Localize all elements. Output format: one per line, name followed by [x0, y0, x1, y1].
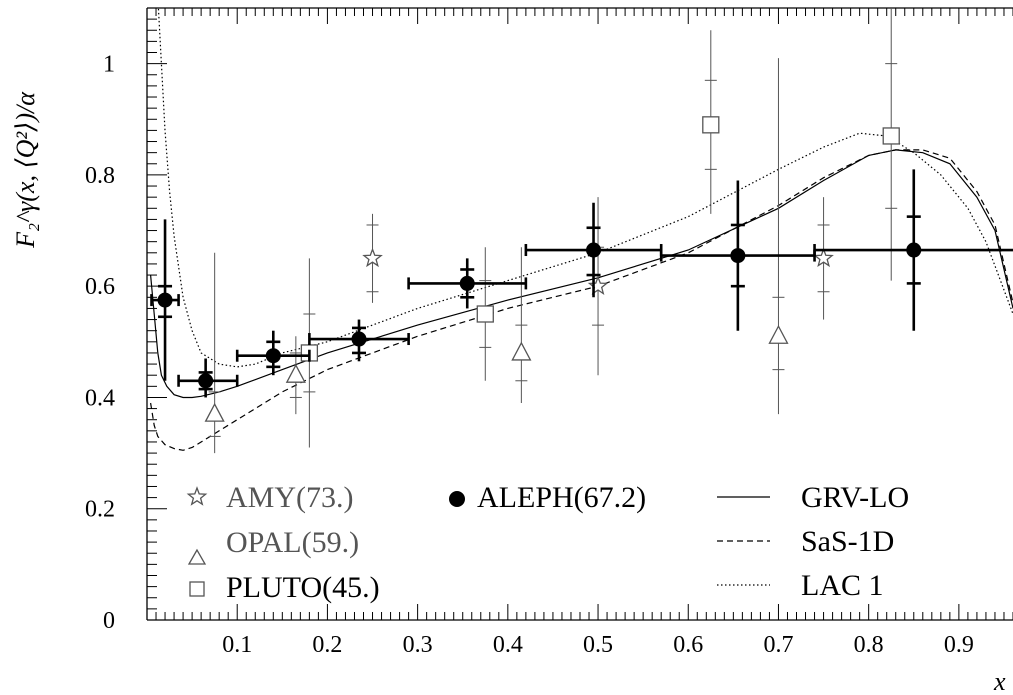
legend-label-aleph: ALEPH(67.2) [477, 481, 646, 514]
point-star [813, 197, 834, 320]
aleph-marker [459, 275, 475, 291]
opal-marker [768, 324, 789, 344]
y-axis-label: F₂^γ(x, ⟨Q²⟩)/α [11, 91, 40, 249]
amy-marker [362, 247, 383, 268]
point-square [882, 8, 900, 281]
legend-entry-amy: AMY(73.) [186, 481, 354, 514]
curve-sas-1d [150, 149, 1013, 451]
aleph-marker [906, 242, 922, 258]
point-circle [308, 319, 410, 362]
aleph-marker [157, 292, 173, 308]
aleph-marker [198, 373, 214, 389]
y-tick-label: 0.6 [85, 274, 115, 300]
point-circle [813, 169, 1013, 331]
legend-label-amy: AMY(73.) [226, 481, 354, 514]
curve-lac-1 [157, 8, 1013, 368]
opal-marker [204, 402, 225, 422]
opal-marker [285, 363, 306, 383]
point-circle [524, 202, 663, 298]
x-axis-label: x [993, 667, 1006, 695]
axis-ticks [146, 7, 1013, 621]
point-triangle [204, 252, 225, 454]
tick-labels: 0.1 0.2 0.3 0.4 0.5 0.6 0.7 0.8 0.9 0 0.2 0.4 0.6 0.8… [85, 52, 974, 658]
square-icon [189, 581, 205, 597]
legend-label-pluto: PLUTO(45.) [226, 571, 380, 604]
aleph-marker [730, 248, 746, 264]
point-star [587, 197, 609, 376]
y-tick-label: 1 [103, 52, 115, 78]
model-curves [150, 8, 1013, 451]
legend: AMY(73.) OPAL(59.) PLUTO(45.) ALEPH(67.2… [186, 481, 909, 604]
point-circle [407, 258, 528, 309]
point-square [702, 30, 720, 214]
aleph-marker [265, 348, 281, 364]
legend-entry-opal: OPAL(59.) [187, 526, 359, 565]
x-tick-label: 0.6 [673, 632, 703, 658]
aleph-marker [586, 242, 602, 258]
x-tick-label: 0.5 [583, 632, 613, 658]
x-tick-label: 0.1 [222, 632, 252, 658]
legend-entry-grv: GRV-LO [717, 481, 909, 514]
legend-label-lac: LAC 1 [801, 569, 884, 602]
legend-label-sas: SaS-1D [801, 525, 894, 558]
y-tick-label: 0.8 [85, 163, 115, 189]
y-tick-label: 0.4 [85, 385, 115, 411]
point-triangle [285, 336, 306, 415]
legend-label-grv: GRV-LO [801, 481, 909, 514]
star-icon [186, 486, 208, 506]
filled-circle-icon [449, 491, 465, 507]
legend-label-opal: OPAL(59.) [226, 526, 359, 559]
triangle-icon [187, 548, 207, 565]
x-tick-label: 0.8 [854, 632, 884, 658]
point-circle [659, 180, 816, 331]
legend-entry-aleph: ALEPH(67.2) [449, 481, 646, 514]
curve-grv-lo [150, 149, 1013, 399]
legend-entry-pluto: PLUTO(45.) [189, 571, 380, 604]
aleph-marker [351, 331, 367, 347]
amy-marker [813, 247, 834, 268]
x-tick-label: 0.2 [312, 632, 342, 658]
point-triangle [511, 247, 532, 404]
pluto-marker [476, 305, 494, 323]
point-square [476, 247, 494, 381]
pluto-marker [882, 127, 900, 145]
y-tick-label: 0.2 [85, 497, 115, 523]
opal-marker [511, 341, 532, 361]
point-circle [235, 330, 311, 376]
point-triangle [768, 58, 789, 415]
legend-entry-lac: LAC 1 [717, 569, 884, 602]
pluto-marker [702, 116, 720, 134]
x-tick-label: 0.4 [493, 632, 523, 658]
x-tick-label: 0.7 [763, 632, 793, 658]
amy-marker [587, 275, 609, 296]
legend-entry-sas: SaS-1D [717, 525, 894, 558]
y-tick-label: 0 [103, 608, 115, 634]
data-points [150, 8, 1013, 454]
x-tick-label: 0.3 [403, 632, 433, 658]
point-circle [177, 358, 239, 398]
x-tick-label: 0.9 [944, 632, 974, 658]
point-circle [150, 219, 180, 381]
point-star [362, 213, 383, 303]
